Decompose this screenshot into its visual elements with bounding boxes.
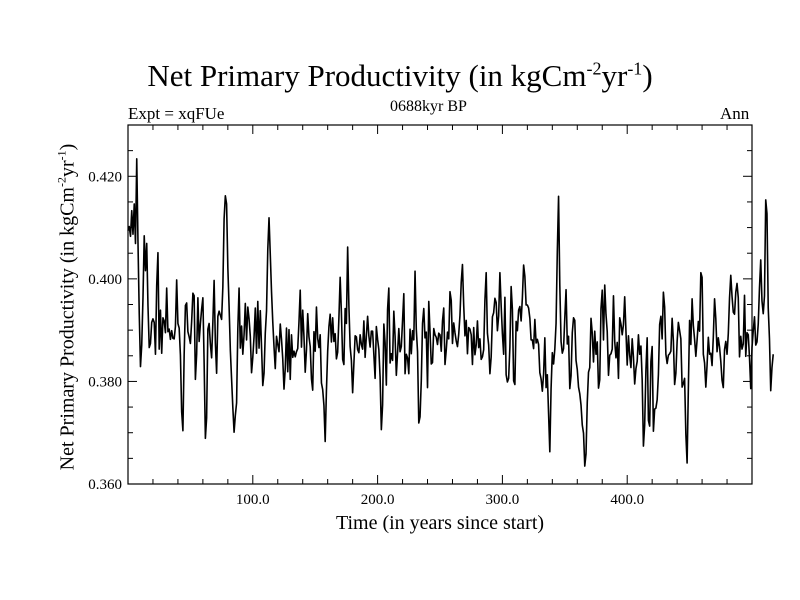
y-tick-label: 0.420 <box>88 169 122 185</box>
y-tick-label: 0.380 <box>88 374 122 390</box>
x-tick-label: 400.0 <box>610 492 644 508</box>
series-line-npp <box>127 158 775 467</box>
x-tick-label: 200.0 <box>361 492 395 508</box>
chart-title-close: ) <box>642 58 653 93</box>
x-axis-label: Time (in years since start) <box>335 512 545 534</box>
experiment-label: Expt = xqFUe <box>128 104 225 123</box>
chart-title-superscript-1: -2 <box>586 58 602 79</box>
axis-ticks <box>128 125 752 484</box>
axis-tick-labels: 100.0 200.0 300.0 400.0 0.360 0.380 0.400 0.420 <box>88 169 644 508</box>
chart-title: Net Primary Productivity (in kgCm-2yr-1) <box>0 58 800 94</box>
period-label: 0688kyr BP <box>390 98 467 115</box>
y-tick-label: 0.400 <box>88 272 122 288</box>
chart-title-superscript-2: -1 <box>627 58 643 79</box>
y-tick-label: 0.360 <box>88 477 122 493</box>
x-tick-label: 100.0 <box>236 492 270 508</box>
chart-title-text: Net Primary Productivity (in kgCm <box>147 58 587 93</box>
season-label: Ann <box>720 104 750 123</box>
chart-title-unit: yr <box>601 58 628 93</box>
x-tick-label: 300.0 <box>486 492 520 508</box>
